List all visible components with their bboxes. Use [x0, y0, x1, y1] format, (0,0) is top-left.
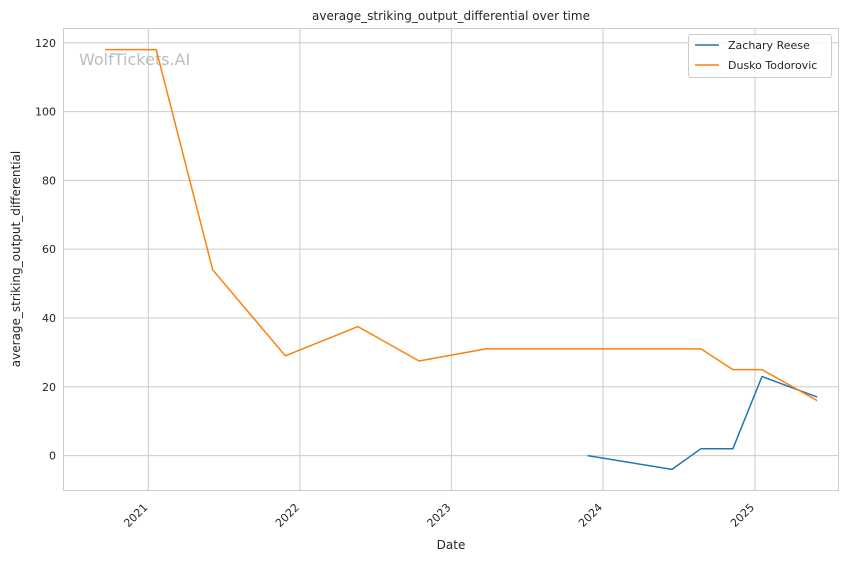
series-layer — [105, 48, 818, 471]
y-tick-label: 120 — [35, 37, 56, 50]
legend: Zachary Reese Dusko Todorovic — [688, 34, 832, 78]
plot-frame — [63, 28, 839, 491]
series-line-dusko-todorovic — [105, 48, 818, 402]
x-tick-label: 2024 — [576, 501, 605, 530]
x-tick-label: 2025 — [728, 501, 757, 530]
y-tick-label: 0 — [49, 450, 56, 463]
y-tick-labels: 0 20 40 60 80 100 120 — [35, 37, 56, 463]
x-tick-labels: 2021 2022 2023 2024 2025 — [121, 501, 757, 530]
grid — [64, 29, 838, 490]
x-tick-label: 2021 — [121, 501, 150, 530]
y-tick-label: 80 — [42, 174, 56, 187]
y-tick-label: 40 — [42, 312, 56, 325]
x-axis-label: Date — [437, 538, 466, 552]
y-axis-label: average_striking_output_differential — [9, 151, 23, 367]
y-tick-label: 100 — [35, 106, 56, 119]
series-line-zachary-reese — [587, 375, 818, 471]
x-tick-label: 2023 — [425, 501, 454, 530]
chart-title: average_striking_output_differential ove… — [312, 9, 590, 23]
y-tick-label: 60 — [42, 243, 56, 256]
x-tick-label: 2022 — [273, 501, 302, 530]
legend-label-dusko-todorovic: Dusko Todorovic — [728, 59, 817, 72]
watermark-text: WolfTickets.AI — [79, 50, 190, 69]
y-tick-label: 20 — [42, 381, 56, 394]
legend-label-zachary-reese: Zachary Reese — [728, 39, 810, 52]
legend-box — [688, 34, 832, 78]
